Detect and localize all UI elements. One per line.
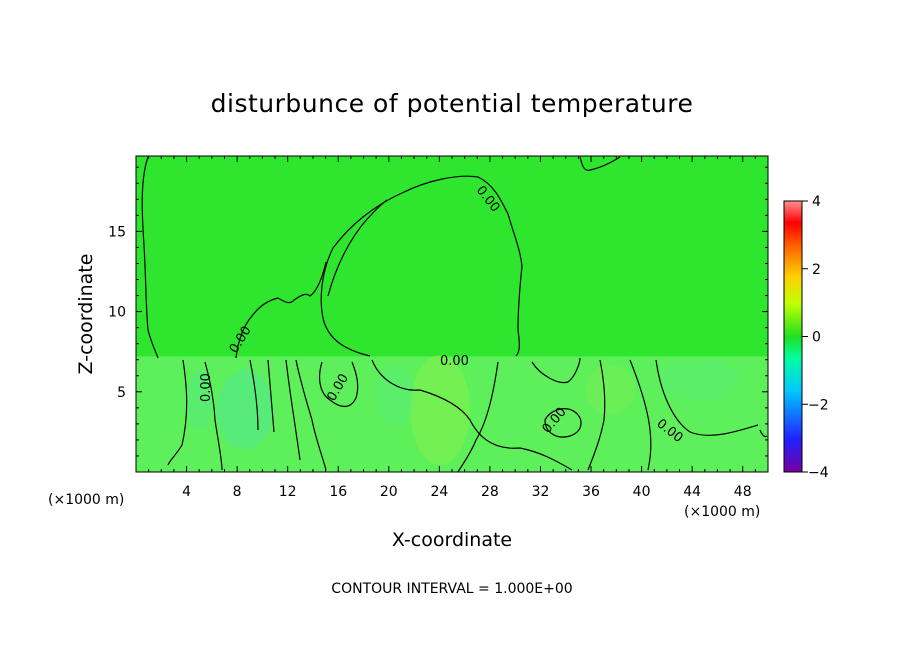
cool-anomaly: [660, 360, 740, 400]
contour-plume-2: [204, 361, 223, 471]
contour-left-edge: [141, 156, 159, 359]
x-tick-label: 8: [233, 484, 242, 500]
warm-anomaly: [585, 365, 635, 415]
upper-layer-field: [136, 156, 768, 357]
contour-plume-3: [249, 359, 275, 433]
y-tick-label: 15: [108, 224, 126, 240]
contour-upper-dome: [320, 175, 523, 357]
y-tick-label: 10: [108, 305, 126, 321]
y-axis-ticks: 5 10 15: [108, 166, 768, 457]
x-tick-label: 4: [182, 484, 191, 500]
colorbar-tick-label: 4: [812, 194, 821, 210]
x-tick-label: 28: [481, 484, 499, 500]
warm-anomaly: [410, 355, 470, 465]
x-tick-label: 16: [329, 484, 347, 500]
contour-bump-right: [457, 361, 499, 472]
colorbar-gradient: [783, 200, 803, 473]
chart-title: disturbunce of potential temperature: [211, 89, 694, 118]
x-tick-label: 40: [633, 484, 651, 500]
contour-right-edge: [759, 429, 768, 438]
contour-plume-5: [319, 361, 359, 408]
y-tick-label: 5: [117, 385, 126, 401]
lower-layer-field: [136, 356, 768, 472]
x-axis-ticks: 4 8 12 16 20 24 28 32 36 40 44 48: [148, 156, 756, 500]
x-axis-label: X-coordinate: [392, 529, 512, 551]
x-tick-label: 44: [683, 484, 701, 500]
contour-upper-left-lobe: [327, 199, 388, 297]
contour-right-lobe: [531, 357, 581, 384]
cool-anomaly: [375, 365, 415, 425]
contour-left-tongue: [235, 261, 327, 359]
x-tick-label: 32: [532, 484, 550, 500]
colorbar-tick-label: −4: [808, 465, 829, 481]
contour-right-plume-3: [655, 359, 759, 436]
contour-interval-note: CONTOUR INTERVAL = 1.000E+00: [331, 581, 572, 597]
colorbar-ticks: −4 −2 0 2 4: [802, 194, 829, 481]
cool-anomaly: [217, 370, 273, 450]
x-tick-label: 24: [430, 484, 448, 500]
x-tick-label: 48: [734, 484, 752, 500]
zero-contours: [141, 156, 768, 472]
x-unit-left: (×1000 m): [48, 492, 124, 508]
x-tick-label: 12: [279, 484, 297, 500]
colorbar-tick-label: 0: [812, 330, 821, 346]
x-tick-label: 36: [582, 484, 600, 500]
contour-plume-1: [167, 359, 188, 466]
colorbar-tick-label: −2: [808, 397, 829, 413]
contour-label: 0.00: [440, 354, 469, 369]
contour-label: 0.00: [199, 373, 214, 402]
colorbar-tick-label: 2: [812, 262, 821, 278]
colorbar: −4 −2 0 2 4: [783, 194, 829, 481]
contour-right-plume-2: [629, 359, 652, 471]
y-axis-label: Z-coordinate: [75, 254, 97, 375]
contour-right-plume-1: [587, 359, 606, 471]
x-tick-label: 20: [380, 484, 398, 500]
cool-anomaly: [186, 370, 214, 430]
x-unit-right: (×1000 m): [684, 504, 760, 520]
contour-plume-4: [285, 359, 327, 471]
plot-area: 0.00 0.00 0.00 0.00 0.00 0.00 0.00: [136, 156, 768, 472]
contour-mid-lower: [371, 359, 573, 471]
contour-upper-right: [579, 156, 621, 171]
contour-small-loop: [544, 408, 582, 438]
